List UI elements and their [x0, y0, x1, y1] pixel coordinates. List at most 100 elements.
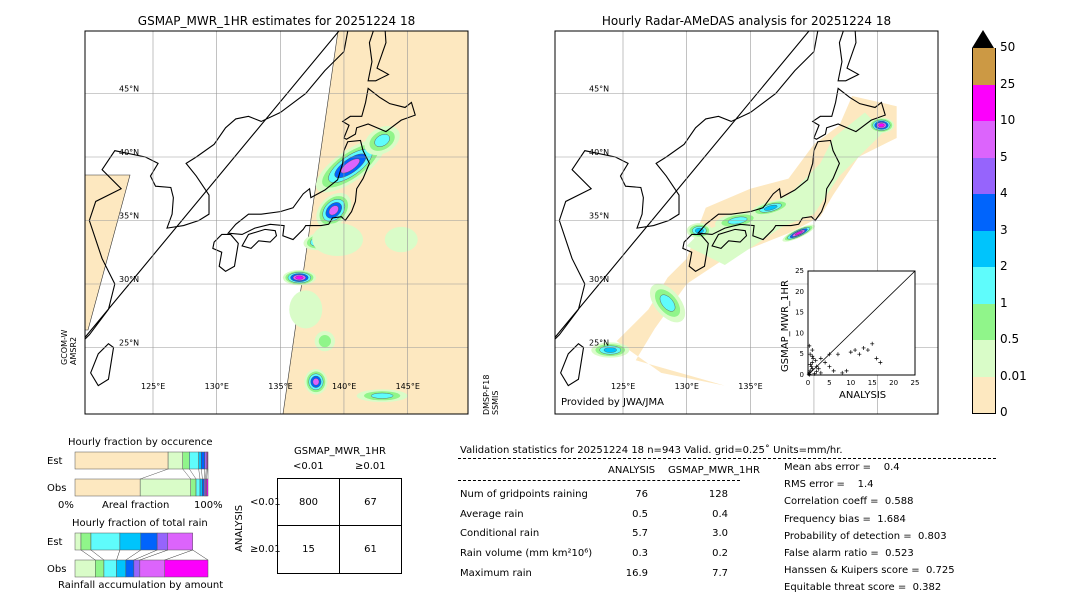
- lat-label: 40°N: [119, 148, 139, 157]
- rain-area: [312, 378, 320, 386]
- connector-line: [116, 549, 121, 561]
- lat-label: 40°N: [589, 148, 609, 157]
- scatter-xtick: 25: [911, 379, 920, 387]
- total-rain-est-segment: [90, 532, 121, 551]
- scatter-xtick: 5: [827, 379, 831, 387]
- scatter-ytick: 10: [795, 329, 804, 337]
- contingency-table: 800 67 15 61: [277, 478, 402, 574]
- score-line: Hanssen & Kuipers score = 0.725: [784, 565, 955, 577]
- map-frame: [84, 30, 469, 415]
- rain-area: [763, 204, 778, 211]
- score-line: Equitable threat score = 0.382: [784, 582, 942, 594]
- scatter-point: [835, 352, 840, 357]
- rain-area: [289, 290, 323, 329]
- coastline-honshu: [226, 139, 371, 241]
- scatter-point: [807, 343, 812, 348]
- connector-line: [133, 549, 158, 561]
- scatter-point: [816, 366, 821, 371]
- rain-area: [371, 392, 394, 399]
- occurrence-est-segment: [182, 451, 190, 470]
- scatter-xtick: 10: [846, 379, 855, 387]
- colorbar-label: 10: [1000, 113, 1016, 127]
- scatter-point: [806, 372, 811, 377]
- coastline-kyushu: [682, 233, 709, 272]
- colorbar-label: 2: [1000, 259, 1008, 273]
- stat-row-label: Average rain: [460, 508, 524, 520]
- score-line: Probability of detection = 0.803: [784, 530, 947, 542]
- occurrence-obs-segment: [195, 478, 201, 497]
- left-map: 45°N 40°N 35°N 30°N 25°N 125°E 130°E 135°E 140°E…: [84, 30, 469, 415]
- occurrence-xlabel: Areal fraction: [102, 500, 170, 511]
- col-header-analysis: ANALYSIS: [608, 465, 656, 476]
- cell-01: 67: [364, 497, 377, 508]
- coastline-kyushu: [212, 233, 239, 272]
- scatter-point: [840, 370, 845, 375]
- occurrence-x1: 100%: [194, 500, 223, 511]
- coastline-hokkaido: [811, 87, 886, 140]
- scatter-ytick: 0: [800, 371, 804, 379]
- right-map-title: Hourly Radar-AMeDAS analysis for 2025122…: [601, 14, 892, 28]
- scatter-point: [827, 364, 832, 369]
- rain-area: [829, 159, 845, 175]
- occurrence-obs-segment: [199, 478, 203, 497]
- stat-row-analysis: 16.9: [625, 567, 648, 579]
- total-rain-obs-segment: [74, 559, 96, 578]
- map-frame: [554, 30, 939, 415]
- lon-label: 125°E: [611, 382, 635, 391]
- connector-line: [80, 549, 96, 561]
- cell-00: 800: [298, 497, 319, 508]
- rain-area: [328, 205, 339, 216]
- score-line: Mean abs error = 0.4: [784, 462, 900, 473]
- lon-label: 125°E: [141, 382, 165, 391]
- stat-row-label: Rain volume (mm km²10⁶): [460, 548, 593, 560]
- occurrence-obs-segment: [206, 478, 209, 497]
- total-rain-xlabel: Rainfall accumulation by amount: [58, 580, 224, 591]
- score-line: False alarm ratio = 0.523: [784, 548, 914, 559]
- colorbar-segment: [972, 84, 996, 121]
- connector-line: [203, 468, 205, 480]
- coastline-honshu: [696, 139, 841, 241]
- occurrence-obs-label: Obs: [47, 483, 67, 494]
- colorbar-segment: [972, 303, 996, 340]
- total-rain-obs-segment: [133, 559, 141, 578]
- total-rain-obs-segment: [103, 559, 117, 578]
- occurrence-est-segment: [207, 451, 209, 470]
- stat-row-gsmap: 128: [708, 489, 728, 500]
- connector-line: [201, 468, 203, 480]
- scatter-point: [808, 352, 813, 357]
- connector-line: [192, 549, 209, 561]
- scatter-point: [827, 352, 832, 357]
- scatter-point: [865, 348, 870, 353]
- colorbar-segment: [972, 48, 996, 85]
- colorbar-segment: [972, 121, 996, 158]
- credit-label: Provided by JWA/JMA: [561, 397, 664, 408]
- coastline-shikoku: [241, 228, 278, 250]
- total-rain-obs-segment: [139, 559, 166, 578]
- rain-area: [878, 123, 885, 128]
- scatter-point: [818, 370, 823, 375]
- scatter-point: [807, 372, 812, 377]
- total-rain-est-segment: [156, 532, 169, 551]
- score-line: RMS error = 1.4: [784, 479, 874, 491]
- map-content: 45°N 40°N 35°N 30°N 25°N 125°E 130°E 135°E 140°E…: [85, 31, 468, 414]
- scatter-xtick: 0: [806, 379, 810, 387]
- scatter-point: [811, 356, 816, 361]
- total-rain-obs-label: Obs: [47, 564, 67, 575]
- total-rain-obs-segment: [164, 559, 209, 578]
- scatter-point: [812, 371, 817, 376]
- stat-row-analysis: 76: [635, 489, 648, 500]
- scatter-ytick: 25: [795, 267, 804, 275]
- colorbar-segment: [972, 376, 996, 413]
- right-map: 45°N 40°N 35°N 30°N 25°N 125°E 130°E 135°E: [554, 30, 939, 415]
- coastline-sakhalin: [837, 31, 860, 82]
- stat-row-label: Num of gridpoints raining: [460, 489, 588, 500]
- scatter-ytick: 5: [800, 350, 804, 358]
- coastline-shikoku: [711, 228, 748, 250]
- connector-line: [125, 549, 141, 561]
- scatter-point: [853, 348, 858, 353]
- stat-row-label: Conditional rain: [460, 528, 540, 540]
- lat-label: 45°N: [119, 85, 139, 94]
- rain-area: [318, 335, 331, 348]
- stat-row-analysis: 0.5: [632, 508, 648, 520]
- total-rain-obs-segment: [116, 559, 127, 578]
